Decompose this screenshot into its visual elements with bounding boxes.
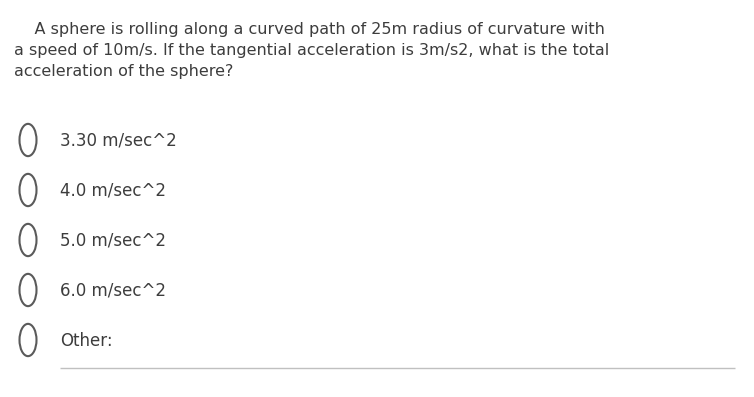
Text: 4.0 m/sec^2: 4.0 m/sec^2	[60, 182, 166, 200]
Text: A sphere is rolling along a curved path of 25m radius of curvature with: A sphere is rolling along a curved path …	[14, 22, 605, 37]
Text: 5.0 m/sec^2: 5.0 m/sec^2	[60, 232, 166, 250]
Text: 3.30 m/sec^2: 3.30 m/sec^2	[60, 132, 176, 150]
Text: a speed of 10m/s. If the tangential acceleration is 3m/s2, what is the total: a speed of 10m/s. If the tangential acce…	[14, 43, 609, 58]
Text: acceleration of the sphere?: acceleration of the sphere?	[14, 64, 234, 79]
Text: Other:: Other:	[60, 332, 112, 350]
Text: 6.0 m/sec^2: 6.0 m/sec^2	[60, 282, 166, 300]
